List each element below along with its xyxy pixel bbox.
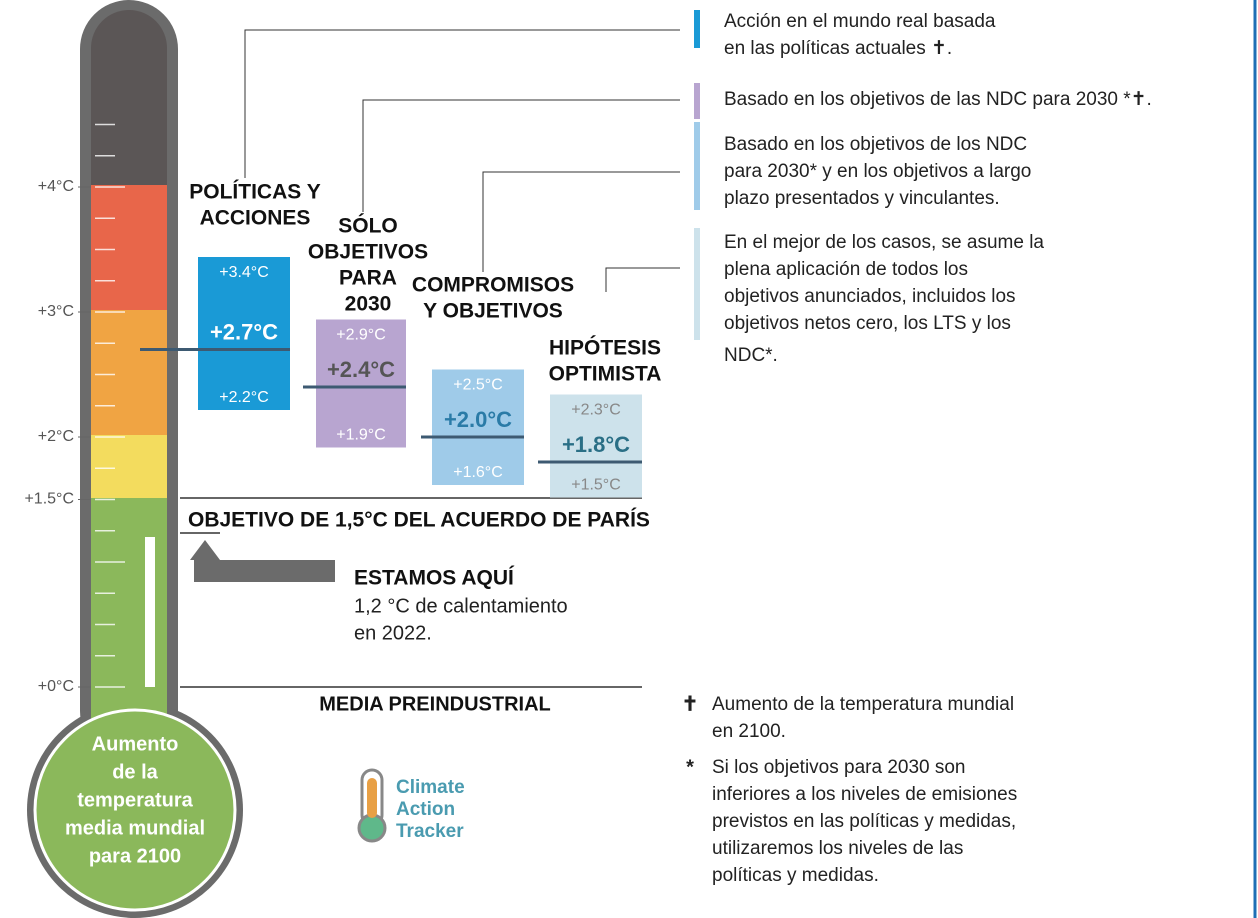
legend-swatch bbox=[694, 83, 700, 119]
legend-text: objetivos anunciados, incluidos los bbox=[724, 286, 1016, 307]
legend-text: Acción en el mundo real basada bbox=[724, 11, 996, 32]
legend-text: Basado en los objetivos de las NDC para … bbox=[724, 89, 1152, 110]
thermometer-label: media mundial bbox=[65, 817, 205, 839]
thermometer-label: temperatura bbox=[77, 789, 193, 811]
scenario-low-label: +2.2°C bbox=[219, 389, 269, 406]
scenario-high-label: +2.9°C bbox=[336, 327, 386, 344]
scenario-mid-label: +2.0°C bbox=[444, 407, 512, 432]
thermometer-label: para 2100 bbox=[89, 845, 181, 867]
note-symbol: * bbox=[686, 756, 694, 778]
infographic: +0°C +1.5°C +2°C +3°C +4°C Aumento de la temper… bbox=[0, 0, 1258, 918]
legend-swatch bbox=[694, 122, 700, 210]
note-text: utilizaremos los niveles de las bbox=[712, 838, 963, 859]
note-text: previstos en las políticas y medidas, bbox=[712, 811, 1016, 832]
tick-label: +0°C bbox=[38, 678, 74, 695]
scenario-title: 2030 bbox=[345, 293, 392, 316]
legend-text: NDC*. bbox=[724, 345, 778, 366]
note-symbol: ✝ bbox=[682, 693, 699, 715]
scenario-mid-label: +2.7°C bbox=[210, 319, 278, 344]
note-text: inferiores a los niveles de emisiones bbox=[712, 784, 1017, 805]
tick-label: +4°C bbox=[38, 178, 74, 195]
zone-red bbox=[91, 185, 167, 310]
paris-label: OBJETIVO DE 1,5°C DEL ACUERDO DE PARÍS bbox=[188, 509, 650, 532]
thermometer-label: de la bbox=[112, 761, 158, 783]
tick-label: +1.5°C bbox=[24, 491, 74, 508]
note-text: políticas y medidas. bbox=[712, 865, 879, 886]
zone-yellow bbox=[91, 435, 167, 498]
note-text: Si los objetivos para 2030 son bbox=[712, 757, 966, 778]
scenario-title: PARA bbox=[339, 267, 397, 290]
here-title: ESTAMOS AQUÍ bbox=[354, 567, 515, 590]
note-text: Aumento de la temperatura mundial bbox=[712, 694, 1014, 715]
here-arrow bbox=[205, 558, 335, 582]
scenario-low-label: +1.5°C bbox=[571, 477, 621, 494]
logo-bulb bbox=[359, 815, 385, 841]
scenario-title: OPTIMISTA bbox=[549, 363, 662, 386]
legend-swatch bbox=[694, 228, 700, 340]
legend-text: para 2030* y en los objetivos a largo bbox=[724, 161, 1031, 182]
zone-orange bbox=[91, 310, 167, 435]
scenario-title: ACCIONES bbox=[200, 207, 311, 230]
here-arrowhead bbox=[190, 540, 220, 560]
scenario-title: OBJETIVOS bbox=[308, 241, 428, 264]
legend-text: objetivos netos cero, los LTS y los bbox=[724, 313, 1011, 334]
current-level bbox=[145, 537, 155, 687]
connector bbox=[245, 30, 680, 178]
scenario-title: SÓLO bbox=[338, 214, 398, 238]
thermometer-label: Aumento bbox=[92, 733, 179, 755]
scenario-high-label: +2.3°C bbox=[571, 402, 621, 419]
note-text: en 2100. bbox=[712, 721, 786, 742]
scenario-title: HIPÓTESIS bbox=[549, 336, 661, 360]
scenario-low-label: +1.9°C bbox=[336, 427, 386, 444]
scenario-title: Y OBJETIVOS bbox=[423, 300, 563, 323]
connector bbox=[363, 100, 680, 212]
connector bbox=[483, 172, 680, 272]
scenario-mid-label: +1.8°C bbox=[562, 432, 630, 457]
connector bbox=[606, 268, 680, 292]
scenario-low-label: +1.6°C bbox=[453, 464, 503, 481]
legend-text: en las políticas actuales ✝. bbox=[724, 38, 952, 59]
scenario-mid-label: +2.4°C bbox=[327, 357, 395, 382]
page: +0°C +1.5°C +2°C +3°C +4°C Aumento de la temper… bbox=[0, 0, 1258, 918]
tick-label: +3°C bbox=[38, 303, 74, 320]
here-text: 1,2 °C de calentamiento bbox=[354, 595, 568, 617]
scenario-title: COMPROMISOS bbox=[412, 274, 574, 297]
legend-text: En el mejor de los casos, se asume la bbox=[724, 232, 1044, 253]
logo-fill bbox=[367, 778, 377, 818]
logo-text: Action bbox=[396, 799, 455, 820]
scenario-high-label: +2.5°C bbox=[453, 377, 503, 394]
logo-text: Climate bbox=[396, 777, 465, 798]
scenario-title: POLÍTICAS Y bbox=[189, 181, 320, 204]
legend-text: Basado en los objetivos de los NDC bbox=[724, 134, 1027, 155]
here-text: en 2022. bbox=[354, 622, 432, 644]
legend-text: plazo presentados y vinculantes. bbox=[724, 188, 1000, 209]
tick-label: +2°C bbox=[38, 428, 74, 445]
scenario-high-label: +3.4°C bbox=[219, 264, 269, 281]
logo-text: Tracker bbox=[396, 821, 464, 842]
legend-text: plena aplicación de todos los bbox=[724, 259, 968, 280]
baseline-label: MEDIA PREINDUSTRIAL bbox=[319, 693, 550, 715]
legend-swatch bbox=[694, 10, 700, 48]
